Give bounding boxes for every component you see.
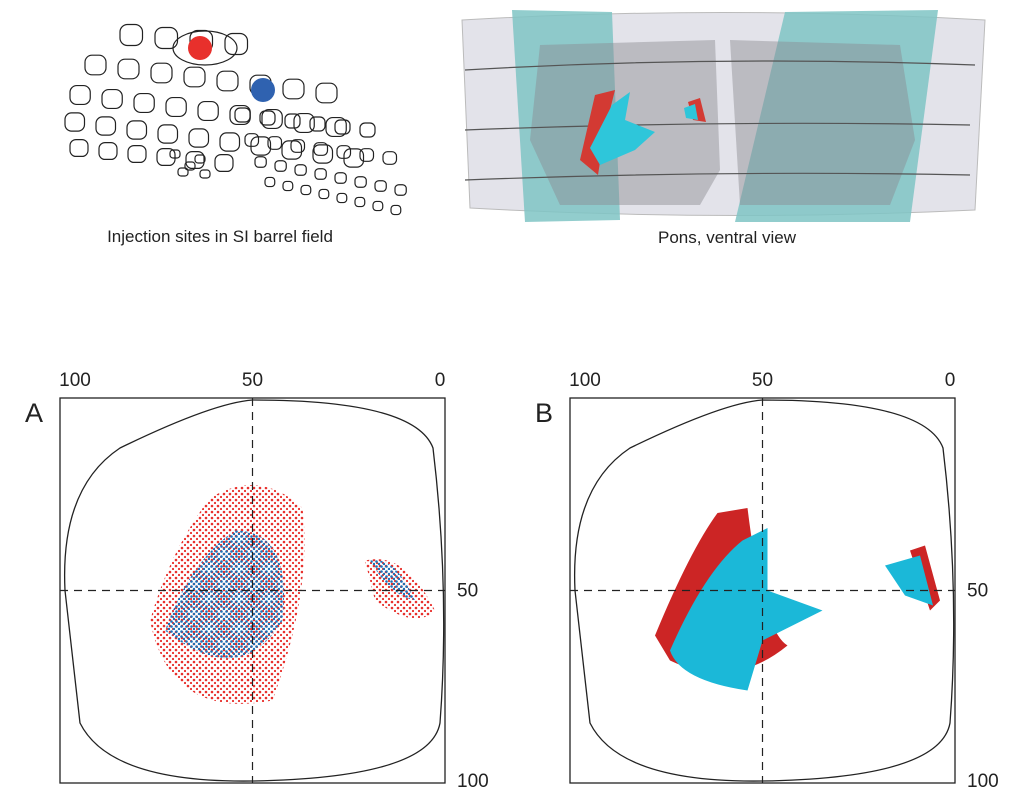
right-tick-label: 50 <box>457 581 478 602</box>
barrel <box>375 181 386 192</box>
barrel <box>217 71 238 91</box>
barrel <box>295 165 306 176</box>
barrel <box>395 185 406 196</box>
barrel <box>127 121 147 139</box>
top-tick-label: 0 <box>945 370 956 391</box>
barrel <box>310 117 325 131</box>
barrel <box>220 133 240 151</box>
barrel <box>151 63 172 83</box>
top-tick-label: 100 <box>569 370 601 391</box>
barrel <box>184 67 205 87</box>
right-tick-label: 100 <box>457 771 489 790</box>
panel: B 100 50 0 50 100 <box>535 370 999 790</box>
barrel <box>275 161 286 172</box>
barrel <box>99 143 117 160</box>
barrel <box>391 205 401 214</box>
barrel <box>118 59 139 79</box>
top-tick-label: 50 <box>752 370 773 391</box>
barrel <box>155 28 178 49</box>
barrel <box>85 55 106 75</box>
barrel <box>315 169 326 180</box>
barrel <box>319 189 329 198</box>
barrel <box>355 197 365 206</box>
barrel <box>158 125 178 143</box>
barrel <box>335 173 346 184</box>
top-tick-label: 50 <box>242 370 263 391</box>
panel: A 100 50 0 50 100 <box>25 370 489 790</box>
barrel <box>120 25 143 46</box>
barrel <box>335 120 350 134</box>
panel-label: B <box>535 398 553 428</box>
top-tick-label: 100 <box>59 370 91 391</box>
panel-label: A <box>25 398 43 428</box>
pons-render <box>462 10 985 222</box>
figure: Injection sites in SI barrel field Pons,… <box>0 0 1018 790</box>
barrel <box>313 145 333 163</box>
caption: Pons, ventral view <box>658 228 797 247</box>
barrel <box>235 108 250 122</box>
barrel <box>316 83 337 103</box>
injection-red <box>188 36 212 60</box>
cyan-surface <box>670 528 823 691</box>
barrel <box>200 170 210 178</box>
barrel <box>198 102 218 121</box>
barrel <box>70 140 88 157</box>
barrel <box>283 79 304 99</box>
barrel <box>65 113 85 131</box>
injection-blue <box>251 78 275 102</box>
barrel <box>96 117 116 135</box>
barrel <box>265 177 275 186</box>
barrel <box>360 123 375 137</box>
barrel <box>134 94 154 113</box>
barrel <box>102 90 122 109</box>
top-tick-label: 0 <box>435 370 446 391</box>
barrel <box>70 86 90 105</box>
barrel <box>255 157 266 168</box>
barrel <box>301 185 311 194</box>
caption: Injection sites in SI barrel field <box>107 227 333 246</box>
barrel <box>285 114 300 128</box>
barrel <box>157 149 175 166</box>
right-tick-label: 100 <box>967 771 999 790</box>
barrel <box>128 146 146 163</box>
barrel <box>189 129 209 147</box>
page: {"top_left":{"caption":"Injection sites … <box>0 0 1018 795</box>
barrel <box>262 110 282 129</box>
barrel <box>215 155 233 172</box>
barrel <box>355 177 366 188</box>
barrel <box>383 152 397 165</box>
barrel <box>373 201 383 210</box>
right-tick-label: 50 <box>967 581 988 602</box>
barrel <box>166 98 186 117</box>
barrel <box>337 193 347 202</box>
barrel <box>283 181 293 190</box>
